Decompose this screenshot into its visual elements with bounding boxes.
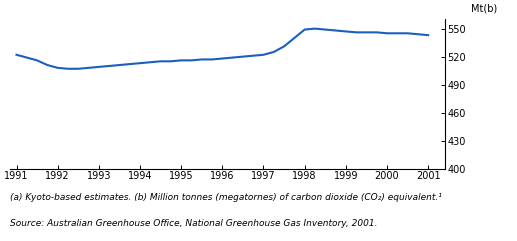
Text: (a) Kyoto-based estimates. (b) Million tonnes (megatornes) of carbon dioxide (CO: (a) Kyoto-based estimates. (b) Million t…: [10, 193, 442, 202]
Text: Source: Australian Greenhouse Office, National Greenhouse Gas Inventory, 2001.: Source: Australian Greenhouse Office, Na…: [10, 219, 378, 228]
Y-axis label: Mt(b): Mt(b): [470, 3, 497, 13]
